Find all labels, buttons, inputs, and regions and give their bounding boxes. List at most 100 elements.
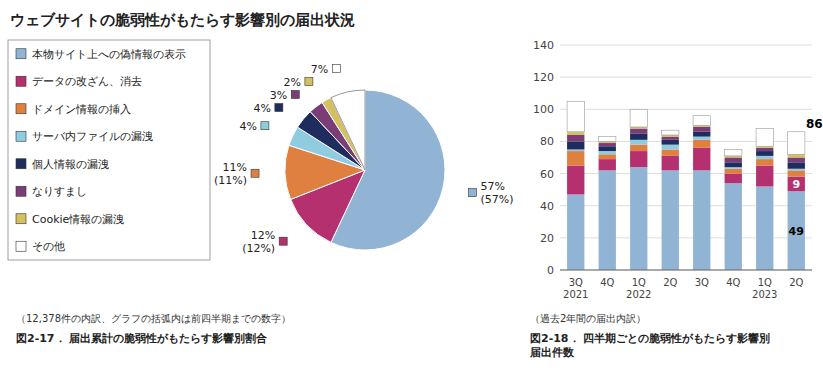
text-line: 1Q bbox=[632, 277, 646, 288]
legend-label: なりすまし bbox=[32, 185, 87, 198]
text-line: 2Q bbox=[789, 277, 803, 288]
subtitle: （12,378件の内訳、グラフの括弧内は前四半期までの数字） bbox=[16, 313, 291, 324]
text-line: なりすまし bbox=[32, 185, 87, 198]
bar-segment bbox=[630, 145, 647, 151]
text-line: 図2-17． 届出累計の脆弱性がもたらす影響別割合 bbox=[16, 332, 268, 345]
text-line: 3Q bbox=[695, 277, 709, 288]
bar-segment bbox=[756, 156, 773, 159]
figure: ウェブサイトの脆弱性がもたらす影響別の届出状況57%(57%)12%(12%)1… bbox=[0, 0, 823, 391]
x-tick-label: 4Q bbox=[600, 277, 614, 288]
legend-swatch bbox=[16, 76, 26, 86]
bar-segment bbox=[567, 135, 584, 141]
label-swatch bbox=[261, 122, 269, 130]
bar-segment bbox=[788, 154, 805, 157]
bar-segment bbox=[662, 140, 679, 145]
title: ウェブサイトの脆弱性がもたらす影響別の届出状況 bbox=[10, 11, 355, 29]
text-line: ウェブサイトの脆弱性がもたらす影響別の届出状況 bbox=[10, 11, 355, 29]
bar-segment bbox=[567, 101, 584, 132]
y-tick-label: 80 bbox=[540, 135, 554, 148]
text-line: 4% bbox=[253, 101, 270, 114]
text-line: 2Q bbox=[663, 277, 677, 288]
bar-segment bbox=[599, 146, 616, 151]
text-line: 2% bbox=[283, 75, 300, 88]
bar-segment bbox=[599, 170, 616, 270]
subtitle: （過去2年間の届出内訳） bbox=[530, 313, 646, 324]
chart-title: 図2-18． 四半期ごとの脆弱性がもたらす影響別届出件数 bbox=[529, 332, 770, 359]
bar-segment bbox=[662, 170, 679, 270]
chart-title: 図2-17． 届出累計の脆弱性がもたらす影響別割合 bbox=[16, 332, 268, 345]
y-tick-label: 20 bbox=[540, 231, 554, 244]
data-label: 2% bbox=[283, 75, 300, 88]
text-line: 本物サイト上への偽情報の表示 bbox=[32, 47, 186, 60]
annotation: 9 bbox=[792, 178, 800, 191]
text-line: 7% bbox=[311, 62, 328, 75]
text-line: 100 bbox=[533, 103, 554, 116]
bar-segment bbox=[599, 137, 616, 142]
bar-segment bbox=[599, 151, 616, 154]
bar-segment bbox=[599, 143, 616, 146]
legend-label: データの改ざん、消去 bbox=[32, 75, 142, 88]
x-tick-label: 2Q bbox=[663, 277, 677, 288]
text-line: 3Q bbox=[569, 277, 583, 288]
bar-segment bbox=[567, 166, 584, 195]
annotation: 49 bbox=[789, 224, 804, 237]
x-tick-label: 1Q2023 bbox=[752, 277, 777, 300]
data-label: 4% bbox=[253, 101, 270, 114]
pie-slice bbox=[331, 90, 365, 170]
bar-segment bbox=[788, 158, 805, 163]
grid-line bbox=[560, 109, 812, 110]
bar-segment bbox=[756, 151, 773, 156]
y-tick-label: 40 bbox=[540, 199, 554, 212]
legend-label: Cookie情報の漏洩 bbox=[32, 212, 124, 225]
bar-segment bbox=[788, 170, 805, 176]
data-label: 4% bbox=[239, 119, 256, 132]
y-tick-label: 0 bbox=[547, 264, 554, 277]
text-line: 図2-18． 四半期ごとの脆弱性がもたらす影響別 bbox=[530, 332, 770, 345]
text-line: 1Q bbox=[758, 277, 772, 288]
legend-label: その他 bbox=[32, 240, 65, 253]
text-line: 120 bbox=[533, 71, 554, 84]
x-tick-label: 2Q bbox=[789, 277, 803, 288]
y-tick-label: 60 bbox=[540, 167, 554, 180]
grid-line bbox=[560, 205, 812, 206]
text-line: 140 bbox=[533, 39, 554, 52]
bar-segment bbox=[662, 149, 679, 155]
legend-swatch bbox=[16, 241, 26, 251]
legend-swatch bbox=[16, 131, 26, 141]
data-label: 57%(57%) bbox=[480, 180, 513, 206]
bar-segment bbox=[756, 129, 773, 147]
data-label: 3% bbox=[270, 88, 287, 101]
legend-swatch bbox=[16, 214, 26, 224]
bar-segment bbox=[693, 170, 710, 270]
bar-segment bbox=[662, 145, 679, 150]
text-line: 2022 bbox=[626, 289, 651, 300]
bar-segment bbox=[725, 158, 742, 163]
text-line: 57% bbox=[480, 180, 504, 193]
legend: 本物サイト上への偽情報の表示データの改ざん、消去ドメイン情報の挿入サーバ内ファイ… bbox=[8, 40, 210, 260]
grid-line bbox=[560, 237, 812, 238]
bar-segment bbox=[788, 169, 805, 171]
legend-label: サーバ内ファイルの漏洩 bbox=[32, 130, 153, 143]
x-tick-label: 4Q bbox=[726, 277, 740, 288]
label-swatch bbox=[305, 78, 313, 86]
text-line: 86 bbox=[806, 117, 823, 131]
label-swatch bbox=[332, 65, 340, 73]
bar-segment bbox=[693, 132, 710, 137]
bar-segment bbox=[567, 151, 584, 165]
pie bbox=[285, 90, 445, 250]
bar-segment bbox=[599, 159, 616, 170]
bar-segment bbox=[630, 151, 647, 167]
text-line: 2023 bbox=[752, 289, 777, 300]
x-tick-label: 3Q bbox=[695, 277, 709, 288]
bar-segment bbox=[567, 132, 584, 135]
bar-segment bbox=[630, 133, 647, 139]
grid-line bbox=[560, 141, 812, 142]
text-line: (11%) bbox=[214, 173, 247, 186]
grid-line bbox=[560, 270, 812, 271]
legend-label: 個人情報の漏洩 bbox=[32, 157, 109, 170]
x-axis-line bbox=[560, 270, 812, 271]
text-line: 12% bbox=[251, 228, 275, 241]
text-line: (57%) bbox=[480, 193, 513, 206]
bar-segment bbox=[725, 167, 742, 169]
bar-segment bbox=[756, 186, 773, 270]
